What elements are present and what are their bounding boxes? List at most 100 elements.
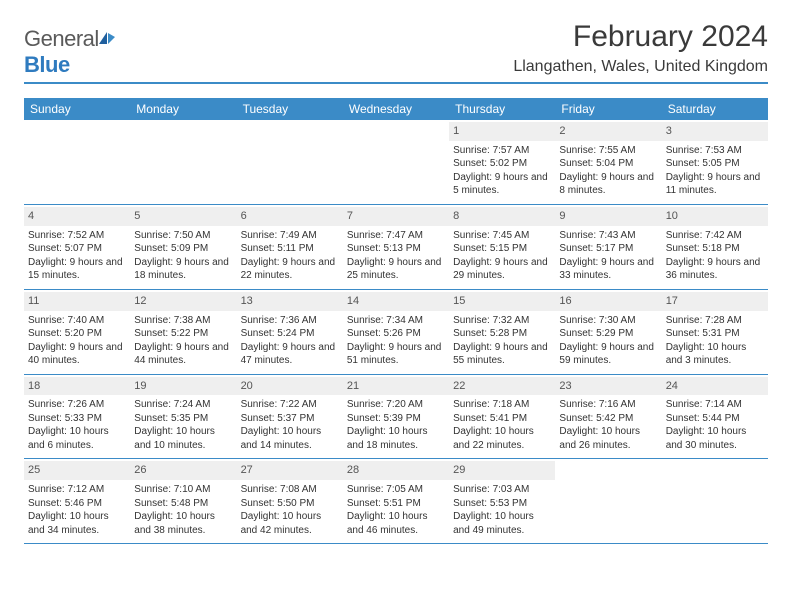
day-info: Sunrise: 7:34 AMSunset: 5:26 PMDaylight:… [347, 314, 445, 368]
day-cell: 15Sunrise: 7:32 AMSunset: 5:28 PMDayligh… [449, 290, 555, 374]
dow-cell: Thursday [449, 98, 555, 120]
day-number: 1 [449, 122, 555, 141]
day-cell: 14Sunrise: 7:34 AMSunset: 5:26 PMDayligh… [343, 290, 449, 374]
day-number: 24 [662, 377, 768, 396]
day-cell [237, 120, 343, 204]
day-info: Sunrise: 7:10 AMSunset: 5:48 PMDaylight:… [134, 483, 232, 537]
day-info: Sunrise: 7:40 AMSunset: 5:20 PMDaylight:… [28, 314, 126, 368]
logo-text-blue: Blue [24, 52, 70, 77]
day-number: 25 [24, 461, 130, 480]
day-number: 4 [24, 207, 130, 226]
day-cell: 4 Sunrise: 7:52 AMSunset: 5:07 PMDaylight… [24, 205, 130, 289]
day-info: Sunrise: 7:49 AMSunset: 5:11 PMDaylight:… [241, 229, 339, 283]
week-row: 18 Sunrise: 7:26 AMSunset: 5:33 PMDayligh… [24, 375, 768, 460]
day-number: 2 [555, 122, 661, 141]
day-number: 17 [662, 292, 768, 311]
dow-cell: Wednesday [343, 98, 449, 120]
day-number: 27 [237, 461, 343, 480]
logo: General Blue [24, 20, 117, 78]
day-number: 19 [130, 377, 236, 396]
day-number: 18 [24, 377, 130, 396]
dow-cell: Saturday [662, 98, 768, 120]
dow-cell: Sunday [24, 98, 130, 120]
day-number: 20 [237, 377, 343, 396]
day-info: Sunrise: 7:08 AMSunset: 5:50 PMDaylight:… [241, 483, 339, 537]
day-number: 3 [662, 122, 768, 141]
day-cell: 19Sunrise: 7:24 AMSunset: 5:35 PMDayligh… [130, 375, 236, 459]
day-cell: 27 Sunrise: 7:08 AMSunset: 5:50 PMDayligh… [237, 459, 343, 543]
day-cell: 3 Sunrise: 7:53 AMSunset: 5:05 PMDaylight… [662, 120, 768, 204]
day-cell: 18 Sunrise: 7:26 AMSunset: 5:33 PMDayligh… [24, 375, 130, 459]
day-cell: 10Sunrise: 7:42 AMSunset: 5:18 PMDayligh… [662, 205, 768, 289]
day-info: Sunrise: 7:47 AMSunset: 5:13 PMDaylight:… [347, 229, 445, 283]
day-cell: 2 Sunrise: 7:55 AMSunset: 5:04 PMDaylight… [555, 120, 661, 204]
day-info: Sunrise: 7:55 AMSunset: 5:04 PMDaylight:… [559, 144, 657, 198]
location: Llangathen, Wales, United Kingdom [513, 58, 768, 76]
weeks-container: 1 Sunrise: 7:57 AMSunset: 5:02 PMDaylight… [24, 120, 768, 544]
week-row: 25 Sunrise: 7:12 AMSunset: 5:46 PMDayligh… [24, 459, 768, 544]
day-info: Sunrise: 7:30 AMSunset: 5:29 PMDaylight:… [559, 314, 657, 368]
day-number: 7 [343, 207, 449, 226]
day-info: Sunrise: 7:12 AMSunset: 5:46 PMDaylight:… [28, 483, 126, 537]
day-cell: 1 Sunrise: 7:57 AMSunset: 5:02 PMDaylight… [449, 120, 555, 204]
day-cell: 20 Sunrise: 7:22 AMSunset: 5:37 PMDayligh… [237, 375, 343, 459]
dow-row: Sunday Monday Tuesday Wednesday Thursday… [24, 98, 768, 120]
day-number: 22 [449, 377, 555, 396]
day-cell: 6Sunrise: 7:49 AMSunset: 5:11 PMDaylight… [237, 205, 343, 289]
week-row: 4 Sunrise: 7:52 AMSunset: 5:07 PMDaylight… [24, 205, 768, 290]
day-number: 28 [343, 461, 449, 480]
day-cell: 29 Sunrise: 7:03 AMSunset: 5:53 PMDayligh… [449, 459, 555, 543]
day-cell: 28 Sunrise: 7:05 AMSunset: 5:51 PMDayligh… [343, 459, 449, 543]
day-info: Sunrise: 7:22 AMSunset: 5:37 PMDaylight:… [241, 398, 339, 452]
day-number: 29 [449, 461, 555, 480]
day-number: 15 [449, 292, 555, 311]
day-info: Sunrise: 7:14 AMSunset: 5:44 PMDaylight:… [666, 398, 764, 452]
day-number: 11 [24, 292, 130, 311]
day-cell [555, 459, 661, 543]
day-info: Sunrise: 7:28 AMSunset: 5:31 PMDaylight:… [666, 314, 764, 368]
day-cell: 13 Sunrise: 7:36 AMSunset: 5:24 PMDayligh… [237, 290, 343, 374]
day-info: Sunrise: 7:50 AMSunset: 5:09 PMDaylight:… [134, 229, 232, 283]
day-info: Sunrise: 7:18 AMSunset: 5:41 PMDaylight:… [453, 398, 551, 452]
day-info: Sunrise: 7:26 AMSunset: 5:33 PMDaylight:… [28, 398, 126, 452]
day-number: 21 [343, 377, 449, 396]
day-cell [662, 459, 768, 543]
title-block: February 2024 Llangathen, Wales, United … [513, 20, 768, 76]
logo-text-general: General [24, 26, 99, 51]
day-number: 26 [130, 461, 236, 480]
day-info: Sunrise: 7:53 AMSunset: 5:05 PMDaylight:… [666, 144, 764, 198]
day-info: Sunrise: 7:20 AMSunset: 5:39 PMDaylight:… [347, 398, 445, 452]
day-info: Sunrise: 7:03 AMSunset: 5:53 PMDaylight:… [453, 483, 551, 537]
day-info: Sunrise: 7:36 AMSunset: 5:24 PMDaylight:… [241, 314, 339, 368]
header: General Blue February 2024 Llangathen, W… [24, 20, 768, 78]
calendar: Sunday Monday Tuesday Wednesday Thursday… [24, 98, 768, 544]
day-cell: 17 Sunrise: 7:28 AMSunset: 5:31 PMDayligh… [662, 290, 768, 374]
dow-cell: Friday [555, 98, 661, 120]
day-cell: 9 Sunrise: 7:43 AMSunset: 5:17 PMDaylight… [555, 205, 661, 289]
day-info: Sunrise: 7:42 AMSunset: 5:18 PMDaylight:… [666, 229, 764, 283]
day-number: 9 [555, 207, 661, 226]
week-row: 1 Sunrise: 7:57 AMSunset: 5:02 PMDaylight… [24, 120, 768, 205]
day-number: 12 [130, 292, 236, 311]
day-cell: 5 Sunrise: 7:50 AMSunset: 5:09 PMDaylight… [130, 205, 236, 289]
day-cell: 25 Sunrise: 7:12 AMSunset: 5:46 PMDayligh… [24, 459, 130, 543]
day-info: Sunrise: 7:52 AMSunset: 5:07 PMDaylight:… [28, 229, 126, 283]
day-number: 8 [449, 207, 555, 226]
day-info: Sunrise: 7:38 AMSunset: 5:22 PMDaylight:… [134, 314, 232, 368]
sail-icon [97, 26, 117, 52]
day-number: 23 [555, 377, 661, 396]
day-info: Sunrise: 7:43 AMSunset: 5:17 PMDaylight:… [559, 229, 657, 283]
day-number: 5 [130, 207, 236, 226]
day-cell: 7 Sunrise: 7:47 AMSunset: 5:13 PMDaylight… [343, 205, 449, 289]
day-cell: 11 Sunrise: 7:40 AMSunset: 5:20 PMDayligh… [24, 290, 130, 374]
day-number: 16 [555, 292, 661, 311]
day-cell: 23Sunrise: 7:16 AMSunset: 5:42 PMDayligh… [555, 375, 661, 459]
day-number: 13 [237, 292, 343, 311]
day-cell: 21 Sunrise: 7:20 AMSunset: 5:39 PMDayligh… [343, 375, 449, 459]
day-info: Sunrise: 7:05 AMSunset: 5:51 PMDaylight:… [347, 483, 445, 537]
day-cell [130, 120, 236, 204]
day-cell: 12 Sunrise: 7:38 AMSunset: 5:22 PMDayligh… [130, 290, 236, 374]
day-cell: 16 Sunrise: 7:30 AMSunset: 5:29 PMDayligh… [555, 290, 661, 374]
dow-cell: Tuesday [237, 98, 343, 120]
day-info: Sunrise: 7:57 AMSunset: 5:02 PMDaylight:… [453, 144, 551, 198]
